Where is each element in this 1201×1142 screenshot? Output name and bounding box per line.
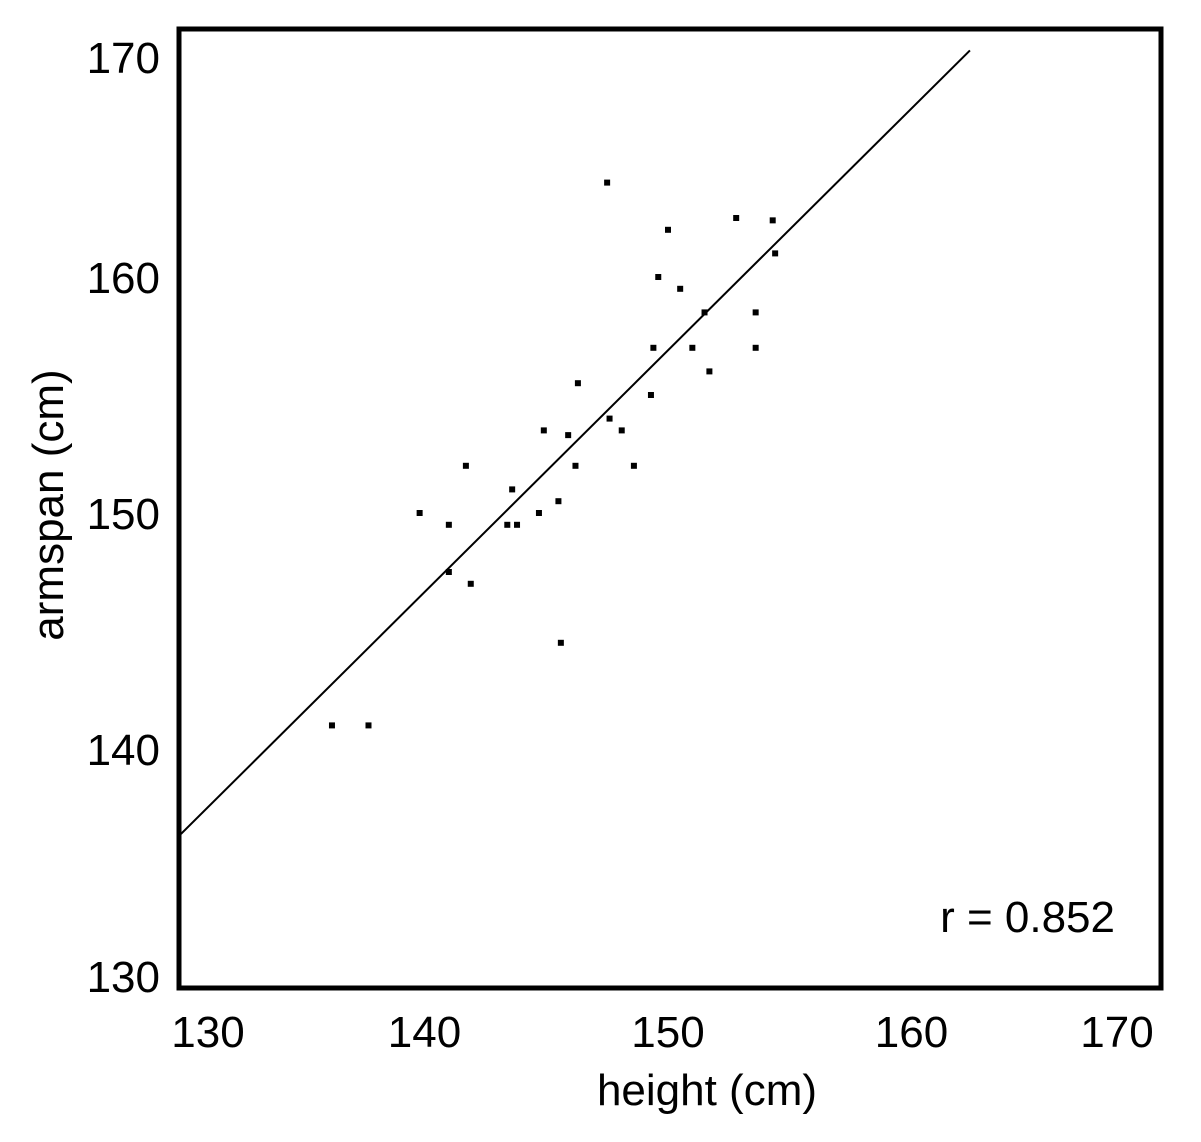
y-tick-label: 160: [87, 254, 160, 303]
regression-line: [181, 49, 971, 835]
data-point: [618, 427, 625, 434]
data-point: [650, 344, 657, 351]
data-point: [555, 498, 562, 505]
data-point: [655, 274, 662, 280]
data-point: [604, 179, 611, 186]
data-point: [752, 309, 759, 316]
correlation-annotation: r = 0.852: [940, 893, 1115, 942]
data-point: [701, 309, 708, 316]
x-tick-label: 150: [631, 1008, 704, 1057]
data-point: [677, 285, 684, 292]
data-point: [665, 226, 671, 233]
data-point: [328, 722, 335, 729]
data-point: [557, 639, 564, 646]
y-tick-labels: 130 140 150 160 170: [87, 34, 160, 1002]
x-tick-label: 160: [875, 1008, 948, 1057]
plot-frame: [176, 26, 1164, 991]
data-point: [606, 415, 613, 422]
data-point: [572, 462, 579, 469]
data-point: [565, 432, 572, 439]
x-tick-label: 170: [1080, 1008, 1153, 1057]
data-point: [689, 344, 696, 351]
data-points: [328, 179, 779, 729]
data-point: [467, 580, 474, 587]
data-point: [647, 392, 654, 398]
data-point: [514, 521, 521, 528]
data-point: [365, 722, 372, 729]
data-point: [445, 569, 452, 575]
data-point: [630, 462, 637, 469]
x-tick-labels: 130 140 150 160 170: [171, 1008, 1153, 1057]
y-tick-label: 150: [87, 490, 160, 539]
data-point: [574, 380, 581, 387]
x-tick-label: 140: [388, 1008, 461, 1057]
data-point: [540, 427, 547, 434]
y-tick-label: 140: [87, 726, 160, 775]
y-tick-label: 170: [87, 34, 160, 83]
y-axis-label: armspan (cm): [24, 369, 73, 640]
data-point: [504, 521, 511, 528]
data-point: [509, 486, 516, 493]
data-point: [416, 510, 423, 516]
data-point: [769, 217, 776, 224]
data-point: [445, 521, 452, 528]
data-point: [462, 462, 469, 469]
y-tick-label: 130: [87, 953, 160, 1002]
data-point: [706, 368, 713, 375]
data-point: [535, 510, 542, 516]
x-axis-label: height (cm): [597, 1066, 817, 1115]
data-point: [772, 250, 779, 257]
x-tick-label: 130: [171, 1008, 244, 1057]
data-point: [733, 215, 740, 221]
data-point: [752, 344, 759, 351]
